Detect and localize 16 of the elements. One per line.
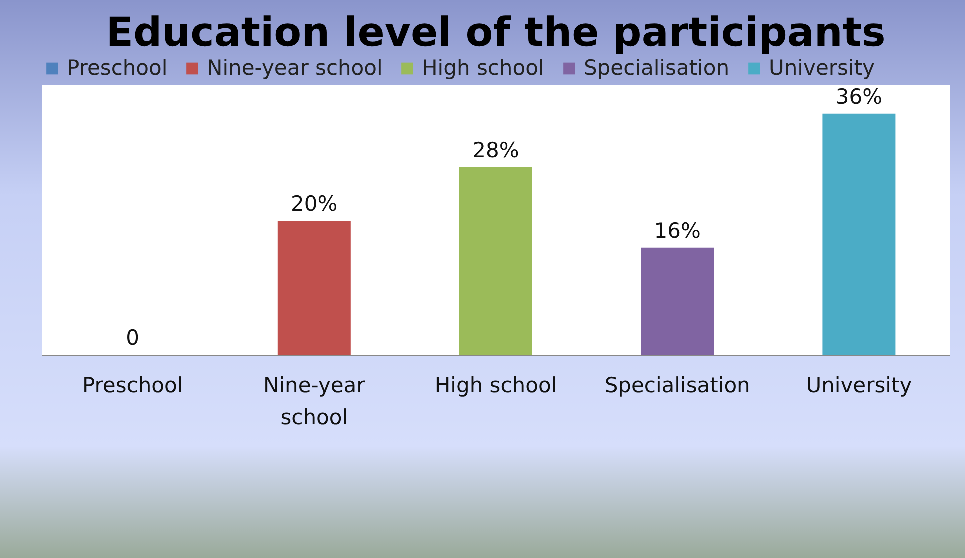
x-tick-label: High school xyxy=(434,374,558,398)
data-label: 20% xyxy=(291,192,338,216)
data-label: 36% xyxy=(836,84,883,109)
legend-label: University xyxy=(769,56,875,80)
chart-title: Education level of the participants xyxy=(106,10,886,56)
legend-label: Preschool xyxy=(67,56,168,80)
data-label: 16% xyxy=(654,218,701,243)
legend-label: High school xyxy=(422,56,544,80)
legend-label: Specialisation xyxy=(584,56,730,80)
data-label: 28% xyxy=(472,138,520,162)
x-tick-label: Preschool xyxy=(82,374,184,398)
x-tick-label: University xyxy=(806,374,912,398)
x-tick-label: Nine-year school xyxy=(263,374,366,430)
legend-label: Nine-year school xyxy=(207,56,383,80)
x-tick-label: Specialisation xyxy=(604,374,750,398)
data-label: 0 xyxy=(126,326,140,350)
